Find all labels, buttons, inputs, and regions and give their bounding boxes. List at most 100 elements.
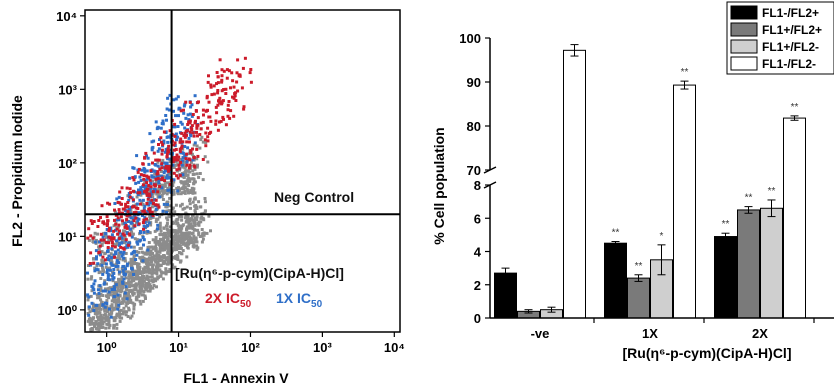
2x-ic50-event (145, 217, 148, 221)
2x-ic50-event (209, 130, 213, 134)
neg-control-event (151, 238, 155, 242)
scatter-x-tick-label: 10⁴ (384, 340, 405, 355)
neg-control-event (110, 299, 114, 303)
2x-ic50-event (90, 222, 94, 225)
neg-control-event (159, 229, 163, 233)
2x-ic50-event (234, 91, 238, 95)
1x-ic50-event (103, 281, 107, 285)
neg-control-event (179, 230, 183, 234)
1x-ic50-event (152, 188, 156, 191)
neg-control-event (117, 272, 121, 276)
2x-ic50-event (186, 123, 190, 126)
1x-ic50-event (138, 239, 142, 243)
2x-ic50-event (124, 202, 128, 206)
1x-ic50-event (86, 271, 89, 275)
2x-ic50-event (158, 185, 162, 188)
neg-control-event (195, 244, 199, 248)
neg-control-event (114, 316, 118, 320)
neg-control-event (149, 216, 153, 220)
1x-ic50-event (100, 263, 104, 267)
2x-ic50-event (145, 174, 149, 178)
neg-control-event (103, 279, 107, 283)
2x-ic50-event (107, 241, 111, 245)
neg-control-event (120, 275, 124, 279)
1x-ic50-event (135, 240, 139, 244)
2x-ic50-event (185, 140, 189, 144)
neg-control-event (119, 301, 123, 305)
neg-control-event (116, 268, 120, 272)
neg-control-event (139, 302, 143, 306)
neg-control-event (164, 267, 168, 271)
neg-control-event (120, 316, 124, 320)
2x-ic50-event (118, 236, 122, 240)
1x-ic50-event (149, 192, 153, 196)
2x-ic50-event (209, 119, 213, 123)
2x-ic50-event (217, 99, 220, 103)
1x-ic50-event (126, 245, 130, 249)
neg-control-event (94, 320, 98, 324)
neg-control-event (137, 271, 141, 275)
neg-control-event (181, 191, 185, 195)
2x-ic50-event (167, 165, 171, 169)
1x-ic50-event (127, 207, 131, 211)
neg-control-event (123, 269, 127, 273)
neg-control-event (146, 245, 150, 249)
2x-ic50-event (151, 190, 155, 194)
2x-ic50-event (139, 173, 143, 177)
neg-control-event (112, 326, 116, 330)
2x-ic50-event (227, 69, 231, 73)
neg-control-event (163, 241, 166, 245)
2x-ic50-event (218, 120, 221, 124)
2x-ic50-event (209, 85, 213, 89)
neg-control-event (136, 274, 140, 278)
1x-ic50-event (109, 261, 113, 265)
neg-control-event (115, 322, 119, 326)
neg-control-event (153, 229, 157, 233)
2x-ic50-event (199, 121, 203, 125)
neg-control-event (161, 183, 165, 187)
neg-control-event (195, 157, 199, 161)
neg-control-event (102, 259, 106, 263)
2x-ic50-event (177, 155, 181, 159)
1x-ic50-event (133, 175, 137, 179)
1x-ic50-event (162, 171, 166, 174)
neg-control-event (132, 291, 136, 295)
neg-control-event (196, 246, 200, 250)
2x-ic50-event (125, 226, 129, 230)
scatter-y-tick-label: 10⁰ (57, 303, 77, 318)
neg-control-event (115, 291, 119, 295)
neg-control-event (106, 310, 109, 314)
neg-control-event (97, 328, 101, 331)
2x-ic50-event (204, 109, 208, 113)
neg-control-event (90, 275, 94, 279)
2x-ic50-event (157, 143, 160, 146)
2x-ic50-event (192, 155, 196, 159)
neg-control-event (201, 232, 205, 236)
neg-control-event (162, 244, 166, 248)
1x-ic50-event (156, 125, 160, 129)
neg-control-event (135, 283, 138, 287)
1x-ic50-event (101, 289, 105, 293)
neg-control-event (89, 328, 93, 331)
neg-control-event (120, 238, 124, 242)
neg-control-event (158, 242, 162, 246)
2x-ic50-event (216, 75, 220, 79)
neg-control-event (129, 280, 133, 284)
bar-fl1-fl2- (714, 236, 737, 319)
2x-ic50-event (179, 137, 183, 141)
1x-ic50-event (112, 268, 116, 271)
2x-ic50-event (106, 222, 109, 226)
2x-ic50-event (161, 143, 165, 147)
2x-ic50-event (139, 202, 142, 206)
neg-control-event (121, 312, 125, 316)
2x-ic50-event (158, 167, 162, 171)
bar-fl1-fl2- (563, 49, 586, 319)
2x-ic50-event (146, 197, 150, 201)
2x-ic50-event (220, 74, 224, 78)
neg-control-event (174, 231, 178, 235)
1x-ic50-event (148, 132, 152, 136)
neg-control-event (153, 240, 157, 244)
neg-control-event (197, 223, 201, 227)
1x-ic50-event (101, 235, 105, 239)
scatter-x-tick-label: 10² (241, 340, 260, 355)
